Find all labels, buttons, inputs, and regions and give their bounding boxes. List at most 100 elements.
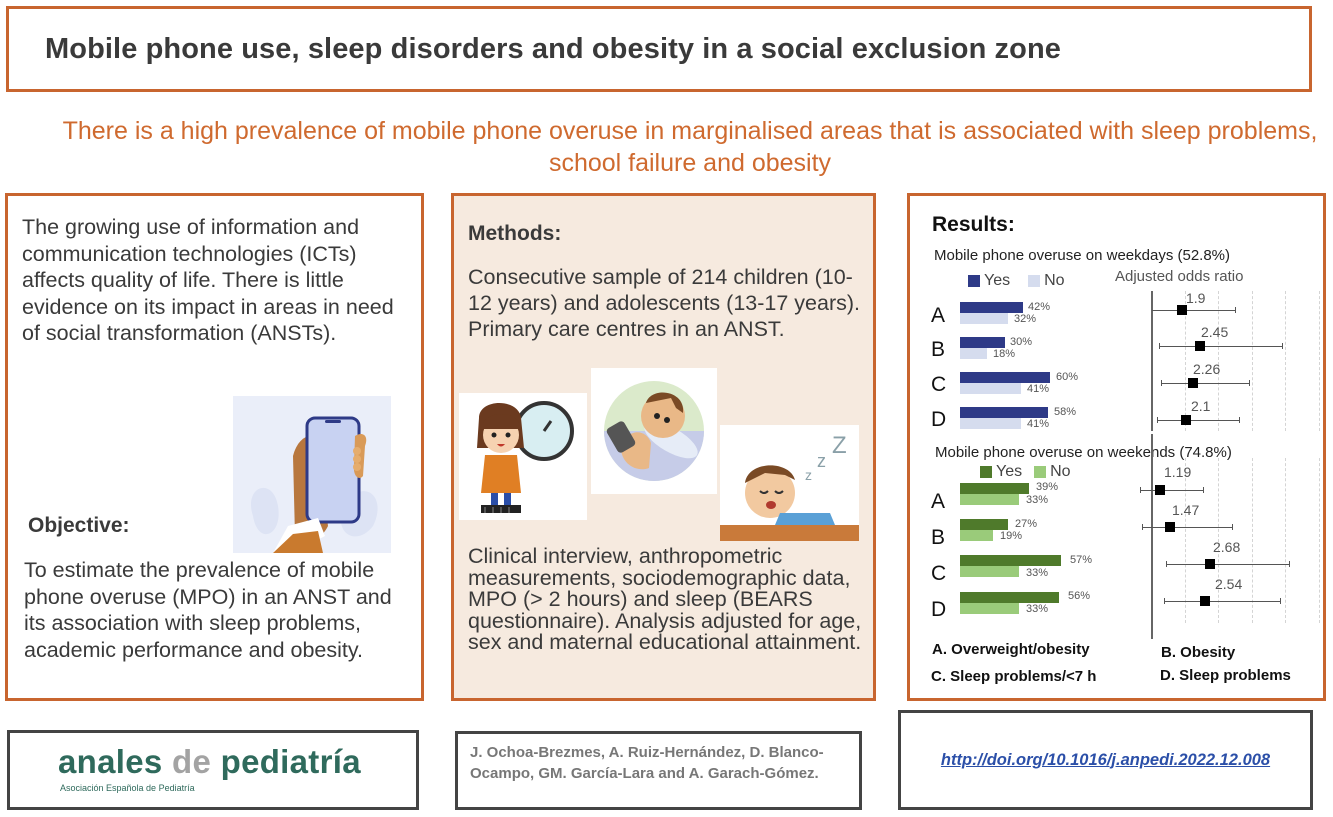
category-label-a: A (931, 304, 946, 327)
category-label-d: D (931, 408, 947, 431)
ci-line-a (1152, 310, 1235, 311)
ci-cap (1239, 417, 1240, 423)
ci-cap (1140, 487, 1141, 493)
ci-cap (1157, 417, 1158, 423)
authors-box: J. Ochoa-Brezmes, A. Ruiz-Hernández, D. … (455, 731, 862, 810)
ci-line-b (1159, 346, 1282, 347)
ci-cap (1280, 598, 1281, 604)
svg-text:z: z (805, 467, 812, 483)
bar-label: 58% (1054, 406, 1077, 418)
grid-line (1185, 458, 1186, 623)
journal-name-part: de (172, 743, 212, 780)
methods-heading: Methods: (468, 222, 562, 245)
doi-link[interactable]: http://doi.org/10.1016/j.anpedi.2022.12.… (940, 750, 1271, 769)
bar-label: 33% (1026, 603, 1049, 615)
ci-cap (1235, 307, 1236, 313)
journal-subtitle: Asociación Española de Pediatría (60, 783, 195, 793)
legend-no-label: No (1044, 272, 1065, 289)
key-b: B. Obesity (1161, 644, 1236, 661)
grid-line (1285, 458, 1286, 623)
category-label-c: C (931, 562, 947, 585)
journal-name-part: pediatría (211, 743, 361, 780)
journal-logo: anales de pediatría (58, 743, 361, 781)
ci-cap (1159, 343, 1160, 349)
odds-ratio-title: Adjusted odds ratio (1115, 268, 1244, 285)
methods-panel: Methods: Consecutive sample of 214 child… (451, 193, 876, 701)
legend-yes-swatch (968, 275, 980, 287)
hand-holding-phone-icon (233, 396, 391, 553)
legend-yes-swatch (980, 466, 992, 478)
or-marker-c (1188, 378, 1198, 388)
bar-label: 27% (1015, 518, 1038, 530)
category-label-a: A (931, 490, 946, 513)
weekday-legend: Yes No (968, 272, 1065, 290)
legend-no-swatch (1028, 275, 1041, 287)
ci-cap (1289, 561, 1290, 567)
bar-label: 57% (1070, 554, 1093, 566)
bar-label: 56% (1068, 590, 1091, 602)
or-value-label: 2.26 (1193, 361, 1221, 377)
legend-no-swatch (1034, 466, 1047, 478)
bar-label: 18% (993, 348, 1016, 360)
or-marker-d (1200, 596, 1210, 606)
ci-cap (1282, 343, 1283, 349)
bar-no-d (960, 603, 1019, 614)
or-value-label: 1.19 (1164, 464, 1192, 480)
legend-no-label: No (1050, 463, 1071, 480)
weekday-chart-title: Mobile phone overuse on weekdays (52.8%) (934, 247, 1231, 264)
bar-no-a (960, 494, 1019, 505)
bar-yes-a (960, 483, 1029, 494)
bar-no-b (960, 348, 987, 359)
authors-text: J. Ochoa-Brezmes, A. Ruiz-Hernández, D. … (470, 744, 824, 782)
ci-line-a (1140, 490, 1203, 491)
ci-cap (1232, 524, 1233, 530)
bar-label: 41% (1027, 418, 1050, 430)
or-marker-a (1177, 305, 1187, 315)
bar-no-c (960, 383, 1021, 394)
or-marker-b (1165, 522, 1175, 532)
grid-line (1252, 458, 1253, 623)
bar-yes-d (960, 592, 1059, 603)
sleeping-boy-zzz-icon: z z Z (720, 425, 859, 541)
results-heading: Results: (932, 213, 1015, 236)
or-value-label: 2.1 (1191, 398, 1211, 414)
title-banner: Mobile phone use, sleep disorders and ob… (6, 6, 1312, 92)
boy-in-bed-with-phone-icon (591, 368, 717, 494)
bar-yes-d (960, 407, 1048, 418)
results-panel: Results: Mobile phone overuse on weekday… (907, 193, 1326, 701)
or-marker-d (1181, 415, 1191, 425)
ci-cap (1249, 380, 1250, 386)
grid-line (1319, 291, 1320, 431)
journal-name-part: anales (58, 743, 173, 780)
bar-yes-c (960, 372, 1050, 383)
category-label-b: B (931, 526, 946, 549)
intro-text: The growing use of information and commu… (22, 215, 394, 345)
reference-line (1151, 434, 1153, 639)
ci-line-d (1164, 601, 1280, 602)
svg-text:Z: Z (832, 432, 847, 459)
bar-yes-c (960, 555, 1061, 566)
bar-no-a (960, 313, 1008, 324)
bar-yes-b (960, 337, 1005, 348)
ci-line-d (1157, 420, 1239, 421)
grid-line (1252, 291, 1253, 431)
ci-line-c (1166, 564, 1289, 565)
bar-label: 30% (1010, 336, 1033, 348)
legend-yes-label: Yes (984, 272, 1011, 289)
methods-procedure-text: Clinical interview, anthropometric measu… (468, 544, 862, 654)
bar-label: 39% (1036, 481, 1059, 493)
grid-line (1218, 458, 1219, 623)
or-marker-c (1205, 559, 1215, 569)
category-label-d: D (931, 598, 947, 621)
bar-label: 19% (1000, 530, 1023, 542)
grid-line (1185, 291, 1186, 431)
key-c: C. Sleep problems/<7 h (931, 668, 1097, 685)
bar-yes-b (960, 519, 1008, 530)
ci-cap (1142, 524, 1143, 530)
reference-line (1151, 291, 1153, 431)
or-marker-b (1195, 341, 1205, 351)
category-label-c: C (931, 373, 947, 396)
ci-line-b (1142, 527, 1232, 528)
grid-line (1319, 458, 1320, 623)
grid-line (1218, 291, 1219, 431)
